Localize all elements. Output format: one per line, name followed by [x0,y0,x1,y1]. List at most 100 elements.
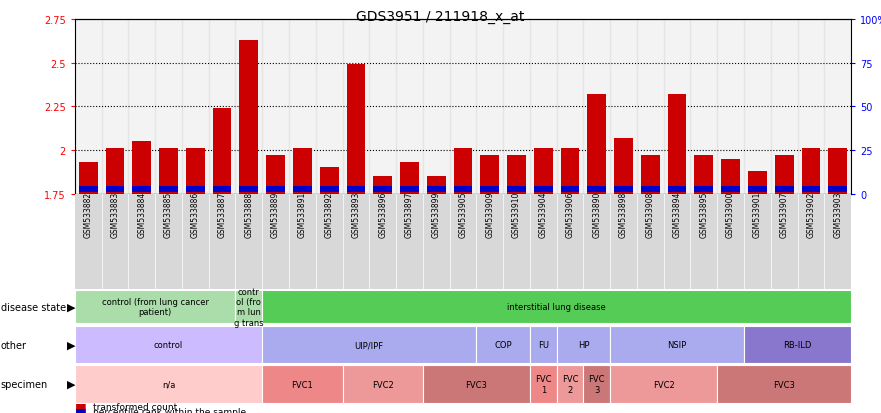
Bar [320,186,338,193]
Bar [212,109,232,194]
Text: disease state: disease state [1,302,66,312]
Text: UIP/IPF: UIP/IPF [355,340,384,349]
Bar [343,20,369,194]
Text: control (from lung cancer
patient): control (from lung cancer patient) [101,297,209,316]
Bar [240,186,258,193]
Bar [186,186,204,193]
Text: FVC3: FVC3 [465,380,487,389]
Bar [694,156,714,194]
Bar [802,149,820,194]
Text: FVC2: FVC2 [372,380,394,389]
Bar [240,41,258,194]
Bar [400,163,418,194]
Bar [774,156,794,194]
Bar [748,186,766,193]
Bar [454,186,472,193]
Bar [583,20,611,194]
Text: FVC3: FVC3 [774,380,795,389]
Bar [825,20,851,194]
Text: ■: ■ [75,405,86,413]
Bar [641,186,660,193]
Bar [691,20,717,194]
Bar [797,20,825,194]
Text: FVC
1: FVC 1 [535,375,552,394]
Bar [802,186,820,193]
Bar [668,95,686,194]
Bar [560,149,580,194]
Text: other: other [1,340,27,350]
Bar [346,65,366,194]
Bar [588,95,606,194]
Text: contr
ol (fro
m lun
g trans: contr ol (fro m lun g trans [234,287,263,327]
Text: ▶: ▶ [67,302,76,312]
Text: FVC2: FVC2 [653,380,675,389]
Bar [477,20,503,194]
Text: COP: COP [494,340,512,349]
Bar [611,20,637,194]
Bar [129,20,155,194]
Bar [722,186,740,193]
Bar [748,171,766,194]
Bar [289,20,315,194]
Bar [694,186,714,193]
Bar [374,177,392,194]
Bar [828,186,847,193]
Text: GDS3951 / 211918_x_at: GDS3951 / 211918_x_at [356,10,525,24]
Text: FVC
3: FVC 3 [589,375,605,394]
Text: transformed count: transformed count [93,402,177,411]
Bar [560,186,580,193]
Bar [529,20,557,194]
Bar [771,20,797,194]
Bar [374,186,392,193]
Bar [426,186,446,193]
Bar [534,149,552,194]
Bar [668,186,686,193]
Bar [400,186,418,193]
Text: HP: HP [578,340,589,349]
Bar [480,156,500,194]
Bar [722,159,740,194]
Text: specimen: specimen [1,379,48,389]
Bar [614,186,633,193]
Bar [534,186,552,193]
Bar [106,149,124,194]
Bar [454,149,472,194]
Bar [101,20,129,194]
Bar [293,186,312,193]
Text: ■: ■ [75,400,86,413]
Bar [235,20,263,194]
Bar [293,149,312,194]
Text: interstitial lung disease: interstitial lung disease [507,302,606,311]
Bar [588,186,606,193]
Bar [774,186,794,193]
Text: n/a: n/a [162,380,175,389]
Bar [159,149,178,194]
Bar [346,186,366,193]
Bar [186,149,204,194]
Bar [79,186,98,193]
Bar [212,186,232,193]
Text: FVC1: FVC1 [292,380,314,389]
Bar [266,186,285,193]
Bar [423,20,449,194]
Bar [641,156,660,194]
Text: RB-ILD: RB-ILD [783,340,811,349]
Bar [449,20,477,194]
Bar [79,163,98,194]
Bar [155,20,182,194]
Bar [159,186,178,193]
Bar [132,142,152,194]
Bar [106,186,124,193]
Text: FU: FU [537,340,549,349]
Bar [614,138,633,194]
Text: percentile rank within the sample: percentile rank within the sample [93,407,246,413]
Bar [369,20,396,194]
Bar [320,168,338,194]
Bar [480,186,500,193]
Bar [266,156,285,194]
Bar [132,186,152,193]
Text: control: control [154,340,183,349]
Bar [182,20,209,194]
Bar [209,20,235,194]
Bar [557,20,583,194]
